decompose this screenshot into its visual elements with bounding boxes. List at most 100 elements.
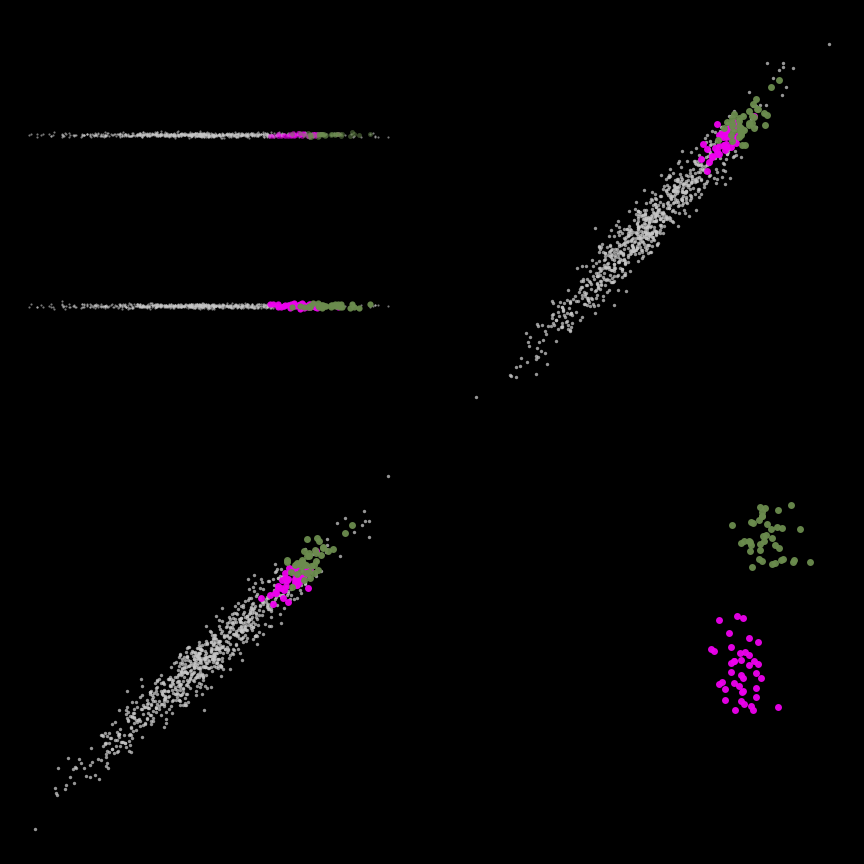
Point	[192, 676, 206, 689]
Point	[749, 681, 763, 695]
Point	[236, 128, 250, 142]
Point	[168, 299, 181, 313]
Point	[302, 546, 316, 560]
Point	[212, 128, 226, 142]
Point	[77, 298, 91, 312]
Point	[223, 624, 237, 638]
Point	[206, 298, 219, 312]
Point	[287, 567, 301, 581]
Point	[96, 300, 110, 314]
Point	[302, 131, 316, 145]
Point	[181, 130, 195, 143]
Point	[657, 199, 670, 213]
Point	[206, 631, 219, 645]
Point	[298, 558, 312, 572]
Point	[267, 299, 281, 313]
Point	[285, 299, 299, 313]
Point	[124, 731, 138, 745]
Point	[264, 300, 278, 314]
Point	[382, 468, 396, 482]
Point	[599, 260, 613, 274]
Point	[98, 737, 112, 751]
Point	[228, 297, 242, 311]
Point	[148, 302, 162, 315]
Point	[626, 225, 640, 238]
Point	[161, 672, 175, 686]
Point	[590, 270, 604, 283]
Point	[216, 638, 230, 652]
Point	[133, 300, 147, 314]
Point	[283, 128, 296, 142]
Point	[183, 299, 197, 313]
Point	[715, 120, 728, 134]
Point	[187, 658, 200, 671]
Point	[248, 129, 262, 143]
Point	[209, 299, 223, 313]
Point	[169, 688, 183, 702]
Point	[541, 319, 555, 333]
Point	[121, 130, 135, 143]
Point	[88, 126, 102, 140]
Point	[280, 128, 294, 142]
Point	[234, 126, 248, 140]
Point	[626, 241, 639, 255]
Point	[222, 127, 236, 141]
Point	[162, 300, 175, 314]
Point	[260, 296, 274, 310]
Point	[206, 299, 219, 313]
Point	[110, 734, 124, 747]
Point	[235, 128, 249, 142]
Point	[215, 302, 229, 315]
Point	[670, 186, 683, 200]
Point	[199, 652, 213, 666]
Point	[128, 716, 142, 730]
Point	[149, 300, 163, 314]
Point	[269, 129, 283, 143]
Point	[303, 129, 317, 143]
Point	[137, 300, 151, 314]
Point	[173, 299, 187, 313]
Point	[161, 684, 175, 698]
Point	[271, 125, 285, 139]
Point	[649, 213, 663, 227]
Point	[670, 180, 684, 194]
Point	[728, 703, 742, 717]
Point	[695, 173, 708, 187]
Point	[308, 558, 321, 572]
Point	[250, 299, 264, 313]
Point	[215, 128, 229, 142]
Point	[280, 297, 294, 311]
Point	[657, 179, 670, 193]
Point	[183, 298, 197, 312]
Point	[682, 210, 696, 224]
Point	[160, 127, 174, 141]
Point	[181, 673, 194, 687]
Point	[162, 702, 176, 716]
Point	[196, 298, 210, 312]
Point	[181, 299, 195, 313]
Point	[649, 200, 663, 213]
Point	[154, 300, 168, 314]
Point	[725, 665, 739, 679]
Point	[194, 128, 208, 142]
Point	[270, 562, 283, 575]
Point	[206, 129, 220, 143]
Point	[156, 128, 169, 142]
Point	[165, 706, 179, 720]
Point	[663, 190, 677, 204]
Point	[593, 239, 607, 253]
Point	[310, 126, 324, 140]
Point	[632, 219, 646, 233]
Point	[638, 208, 652, 222]
Point	[200, 302, 214, 316]
Point	[264, 299, 277, 313]
Point	[468, 391, 482, 404]
Point	[150, 299, 164, 313]
Point	[161, 126, 175, 140]
Point	[276, 591, 290, 605]
Point	[191, 299, 205, 313]
Point	[716, 140, 730, 154]
Point	[147, 128, 161, 142]
Point	[144, 698, 158, 712]
Point	[156, 300, 170, 314]
